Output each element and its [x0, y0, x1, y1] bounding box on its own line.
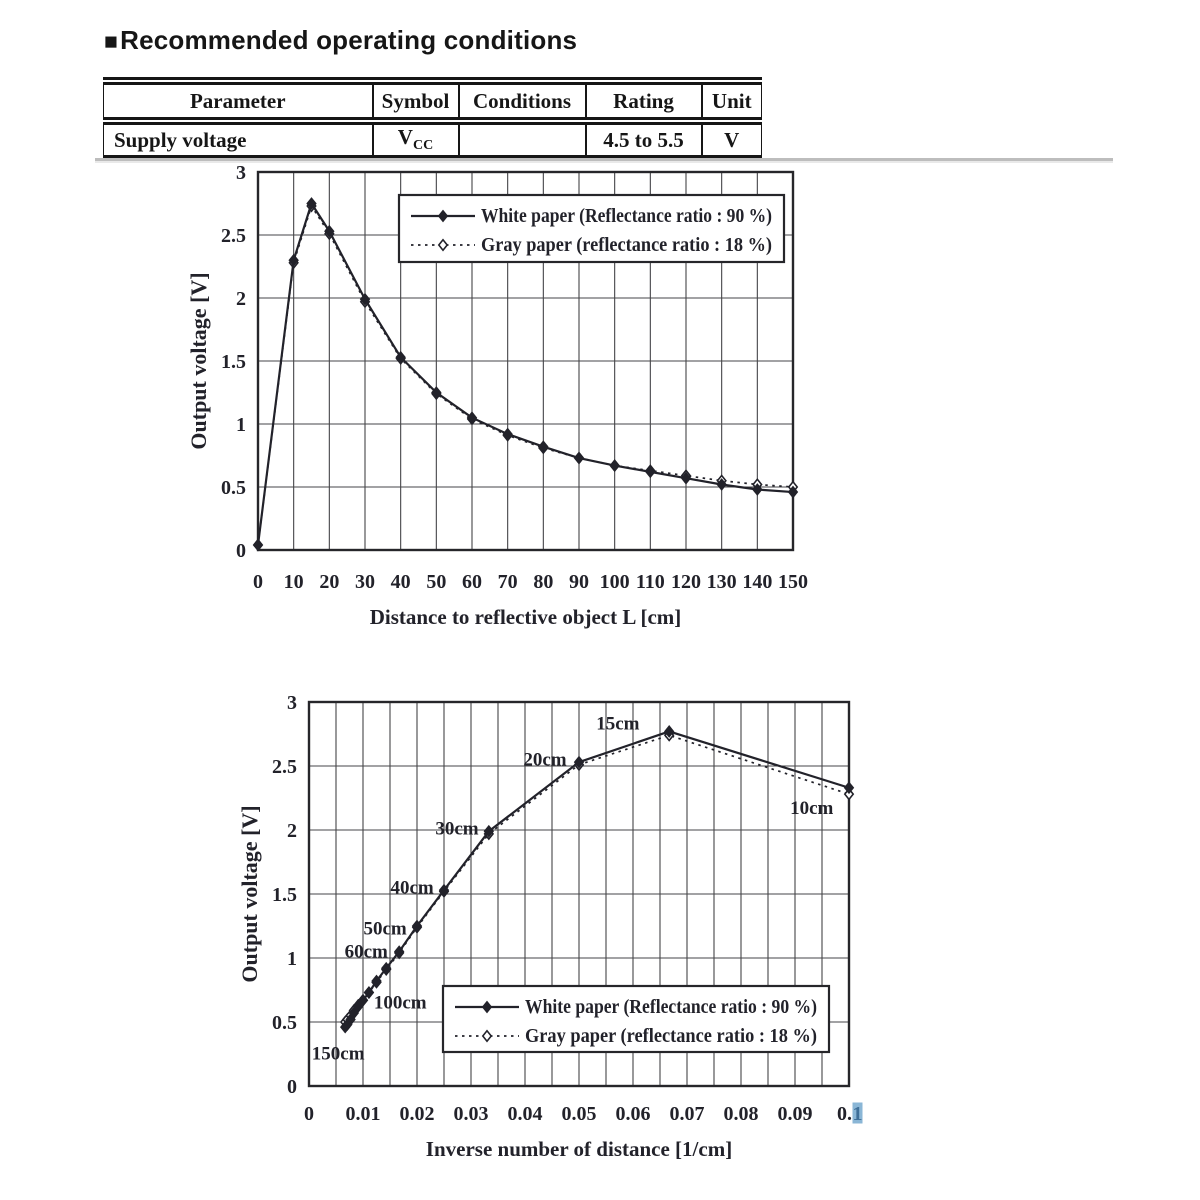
chart-2-grid — [308, 701, 850, 1087]
svg-text:100: 100 — [600, 571, 630, 593]
svg-text:0.5: 0.5 — [221, 477, 246, 499]
chart-2-frame — [307, 700, 851, 1088]
cell-rating: 4.5 to 5.5 — [584, 121, 703, 157]
chart-2-series-gray-paper — [339, 728, 855, 1029]
svg-text:2: 2 — [287, 820, 297, 842]
svg-text:2.5: 2.5 — [272, 756, 297, 778]
svg-text:120: 120 — [671, 571, 701, 593]
chart-2-annotation: 60cm — [345, 941, 388, 962]
svg-text:0.03: 0.03 — [454, 1103, 489, 1125]
svg-text:30: 30 — [355, 571, 375, 593]
chart-2-annotation: 150cm — [312, 1044, 365, 1065]
chart-2-y-axis-title: Output voltage [V] — [237, 805, 262, 982]
svg-text:1: 1 — [853, 1103, 863, 1125]
inverse-distance-chart: 0 0.01 0.02 0.03 0.04 0.05 0.06 0.07 0.08 0.09 0. 1… — [237, 692, 863, 1161]
svg-text:20: 20 — [319, 571, 339, 593]
svg-text:130: 130 — [707, 571, 737, 593]
svg-text:Gray paper (reflectance ratio: Gray paper (reflectance ratio : 18 %) — [481, 235, 772, 256]
svg-text:White paper (Reflectance ratio: White paper (Reflectance ratio : 90 %) — [525, 997, 817, 1018]
symbol-subscript: CC — [412, 138, 434, 154]
svg-text:0.05: 0.05 — [562, 1103, 597, 1125]
distance-response-chart: 0 10 20 30 40 50 60 70 80 90 100 110 120 130 140 150 0 0.… — [186, 162, 808, 629]
svg-text:1.5: 1.5 — [221, 351, 246, 373]
cell-parameter: Supply voltage — [103, 121, 374, 157]
table-header-row: Parameter Symbol Conditions Rating Unit — [103, 81, 762, 125]
svg-text:1: 1 — [236, 414, 246, 436]
col-symbol: Symbol — [371, 81, 460, 125]
symbol-base: V — [397, 125, 413, 150]
chart-2-x-axis-title: Inverse number of distance [1/cm] — [426, 1137, 732, 1161]
svg-text:0.07: 0.07 — [670, 1103, 705, 1125]
svg-text:2.5: 2.5 — [221, 225, 246, 247]
chart-2-series-white-paper — [339, 725, 855, 1034]
svg-text:0.5: 0.5 — [272, 1012, 297, 1034]
svg-text:0: 0 — [304, 1103, 314, 1125]
svg-text:50: 50 — [426, 571, 446, 593]
table-row: Supply voltage VCC 4.5 to 5.5 V — [103, 121, 762, 157]
chart-1-series-white-paper — [252, 197, 799, 552]
chart-2-legend: White paper (Reflectance ratio : 90 %) Gr… — [441, 984, 831, 1054]
svg-text:2: 2 — [236, 288, 246, 310]
svg-text:0.01: 0.01 — [346, 1103, 381, 1125]
heading-bullet-icon: ■ — [104, 28, 119, 54]
col-parameter: Parameter — [103, 81, 374, 125]
svg-text:0.06: 0.06 — [616, 1103, 651, 1125]
chart-1-series-gray-paper — [252, 199, 799, 552]
svg-text:1: 1 — [287, 948, 297, 970]
svg-text:0: 0 — [253, 571, 263, 593]
tick-highlight-cursor — [852, 1102, 863, 1124]
svg-text:0.: 0. — [837, 1103, 852, 1125]
col-rating: Rating — [584, 81, 703, 125]
svg-text:60: 60 — [462, 571, 482, 593]
chart-2-tick-labels: 0 0.01 0.02 0.03 0.04 0.05 0.06 0.07 0.08 0.09 0. 1… — [272, 692, 863, 1125]
section-heading: ■Recommended operating conditions — [104, 25, 577, 56]
svg-text:0.02: 0.02 — [400, 1103, 435, 1125]
svg-text:3: 3 — [287, 692, 297, 714]
svg-text:Gray paper (reflectance ratio: Gray paper (reflectance ratio : 18 %) — [525, 1026, 817, 1047]
svg-text:1.5: 1.5 — [272, 884, 297, 906]
svg-text:0: 0 — [236, 540, 246, 562]
svg-text:90: 90 — [569, 571, 589, 593]
chart-2-annotation: 40cm — [391, 877, 434, 898]
chart-2-annotation: 10cm — [790, 798, 833, 819]
chart-2-annotation: 30cm — [435, 818, 478, 839]
svg-text:10: 10 — [284, 571, 304, 593]
cell-unit: V — [700, 121, 762, 157]
operating-conditions-table: Parameter Symbol Conditions Rating Unit … — [103, 77, 762, 158]
chart-1-legend: White paper (Reflectance ratio : 90 %) Gr… — [397, 193, 786, 264]
svg-text:0: 0 — [287, 1076, 297, 1098]
chart-1-frame — [256, 170, 795, 552]
chart-1-x-axis-title: Distance to reflective object L [cm] — [370, 605, 682, 629]
svg-text:110: 110 — [636, 571, 665, 593]
chart-1-grid — [257, 171, 794, 551]
col-unit: Unit — [700, 81, 762, 125]
col-conditions: Conditions — [457, 81, 587, 125]
svg-text:70: 70 — [498, 571, 518, 593]
chart-2-annotation: 20cm — [523, 749, 566, 770]
svg-text:80: 80 — [533, 571, 553, 593]
chart-1-tick-labels: 0 10 20 30 40 50 60 70 80 90 100 110 120 130 140 150 0 0.… — [221, 162, 808, 593]
svg-text:3: 3 — [236, 162, 246, 184]
chart-2-annotation: 100cm — [374, 993, 427, 1014]
svg-text:140: 140 — [742, 571, 772, 593]
cell-conditions — [457, 121, 587, 157]
svg-text:0.04: 0.04 — [508, 1103, 543, 1125]
svg-text:White paper (Reflectance ratio: White paper (Reflectance ratio : 90 %) — [481, 206, 772, 227]
cell-symbol: VCC — [371, 121, 460, 157]
svg-text:0.08: 0.08 — [724, 1103, 759, 1125]
divider-line — [95, 158, 1113, 161]
heading-text: Recommended operating conditions — [120, 25, 578, 55]
svg-text:150: 150 — [778, 571, 808, 593]
chart-2-annotation: 50cm — [364, 918, 407, 939]
chart-2-annotation: 15cm — [596, 713, 639, 734]
chart-1-y-axis-title: Output voltage [V] — [186, 272, 211, 449]
svg-text:0.09: 0.09 — [778, 1103, 813, 1125]
svg-text:40: 40 — [391, 571, 411, 593]
